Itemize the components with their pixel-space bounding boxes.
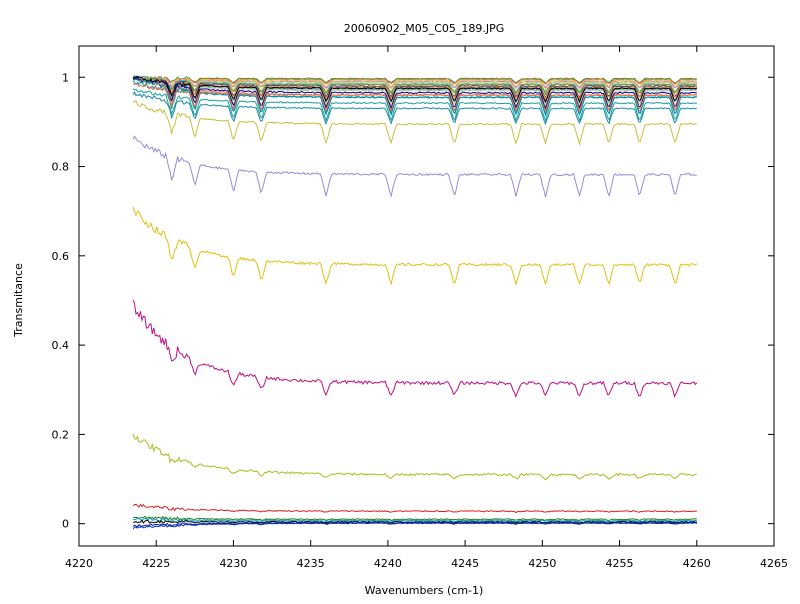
y-tick-label: 0.2 — [52, 428, 70, 441]
series-line-31 — [132, 522, 697, 530]
series-line-3 — [132, 75, 697, 89]
axis-ticks: 4220 4225 4230 4235 4240 4245 4250 4255 4260 4265… — [52, 46, 788, 570]
y-tick-label: 1 — [62, 71, 69, 84]
series-line-7 — [132, 76, 697, 96]
x-tick-label: 4255 — [606, 557, 634, 570]
x-tick-label: 4260 — [683, 557, 711, 570]
x-tick-label: 4230 — [219, 557, 247, 570]
x-tick-label: 4245 — [451, 557, 479, 570]
x-tick-label: 4250 — [528, 557, 556, 570]
x-tick-label: 4235 — [297, 557, 325, 570]
series-line-26 — [132, 503, 697, 514]
x-tick-label: 4240 — [374, 557, 402, 570]
x-axis-label: Wavenumbers (cm-1) — [365, 584, 484, 597]
series-line-4 — [132, 75, 697, 90]
series-line-28 — [133, 517, 697, 523]
y-tick-label: 0 — [62, 518, 69, 531]
series-line-5 — [132, 75, 697, 93]
y-tick-label: 0.6 — [52, 250, 70, 263]
plot-frame — [78, 45, 775, 547]
series-line-1 — [132, 75, 697, 84]
series-line-20 — [132, 90, 698, 126]
series-line-22 — [132, 135, 697, 198]
series-line-2 — [132, 75, 697, 86]
series-line-24 — [132, 299, 698, 398]
series-line-8 — [133, 76, 697, 99]
series-line-27 — [132, 515, 697, 522]
series-line-16 — [132, 76, 697, 104]
y-tick-label: 0.8 — [52, 161, 70, 174]
series-line-21 — [132, 100, 697, 147]
series-line-19 — [132, 88, 697, 123]
series-line-6 — [132, 75, 698, 95]
chart-title: 20060902_M05_C05_189.JPG — [344, 22, 505, 35]
series-line-23 — [132, 206, 698, 287]
x-tick-label: 4265 — [760, 557, 788, 570]
series-line-18 — [132, 83, 697, 112]
y-tick-label: 0.4 — [52, 339, 70, 352]
x-tick-label: 4225 — [142, 557, 170, 570]
series-line-25 — [132, 433, 697, 481]
series-lines — [132, 75, 698, 530]
series-line-17 — [132, 80, 697, 118]
series-line-12 — [133, 75, 698, 108]
y-axis-label: Transmitance — [12, 263, 25, 338]
series-line-13 — [132, 76, 697, 110]
x-tick-label: 4220 — [65, 557, 93, 570]
